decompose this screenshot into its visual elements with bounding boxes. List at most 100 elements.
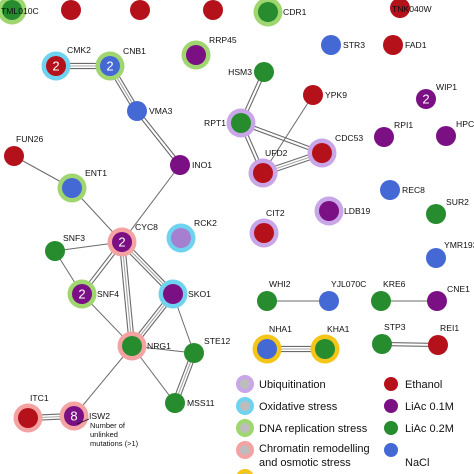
node-rec8[interactable]: REC8 <box>380 180 425 200</box>
node-cyc8[interactable]: 2 CYC8 <box>107 222 159 257</box>
node-itc1[interactable]: ITC1 <box>13 393 49 433</box>
node-circle <box>315 339 335 359</box>
edge-nrg1-isw2 <box>73 345 133 417</box>
edge-strand <box>118 242 130 347</box>
node-circle <box>72 284 92 304</box>
legend-label-chromatin-2: and osmotic stress <box>259 457 351 469</box>
annotation-pointer <box>76 418 90 425</box>
node-circle <box>436 126 456 146</box>
node-ypk9[interactable]: YPK9 <box>303 85 347 105</box>
node-hsm3[interactable]: HSM3 <box>228 62 274 82</box>
node-cnb1[interactable]: 2 CNB1 <box>95 46 147 81</box>
node-cdr1[interactable]: CDR1 <box>253 0 307 27</box>
node-circle <box>428 335 448 355</box>
node-circle <box>372 334 392 354</box>
node-ldb19[interactable]: LDB19 <box>314 196 371 226</box>
node-rpt1[interactable]: RPT1 <box>204 108 256 138</box>
node-str3[interactable]: STR3 <box>321 35 365 55</box>
legend-label-oxidative: Oxidative stress <box>259 401 338 413</box>
node-label: RCK2 <box>194 218 217 228</box>
node-snf3[interactable]: SNF3 <box>45 233 85 261</box>
legend-dot-liac01 <box>384 399 398 413</box>
node-hpc2[interactable]: HPC2 <box>436 119 474 146</box>
node-circle <box>390 0 410 18</box>
node-tnk040w[interactable]: TNK040W <box>390 0 433 18</box>
edge-strand <box>121 241 133 347</box>
node-ent1[interactable]: ENT1 <box>57 168 108 203</box>
node-stp3[interactable]: STP3 <box>372 322 406 354</box>
node-circle <box>319 291 339 311</box>
node-cdc53[interactable]: CDC53 <box>307 133 364 168</box>
node-circle <box>257 291 277 311</box>
node-label: KRE6 <box>383 279 406 289</box>
node-circle <box>4 146 24 166</box>
node-circle <box>254 223 274 243</box>
node-fun26[interactable]: FUN26 <box>4 134 43 166</box>
annotation-line-2: unlinked <box>90 430 118 439</box>
node-circle <box>163 284 183 304</box>
legend-node-ethanol: Ethanol <box>384 377 442 391</box>
node-label: RPI1 <box>394 120 413 130</box>
legend-ring-chromatin: Chromatin remodelling and osmotic stress <box>236 441 370 469</box>
node-circle <box>2 0 22 20</box>
node-rrp45[interactable]: RRP45 <box>181 35 237 70</box>
node-mutation-count: 2 <box>118 235 125 250</box>
node-fad1[interactable]: FAD1 <box>383 35 427 55</box>
node-label: ISW2 <box>89 411 110 421</box>
edge-strand <box>137 109 182 165</box>
node-cmk2[interactable]: 2 CMK2 <box>41 45 92 81</box>
node-mutation-count: 2 <box>52 59 59 74</box>
node-circle <box>112 232 132 252</box>
node-snf4[interactable]: 2 SNF4 <box>67 279 120 309</box>
node-sko1[interactable]: SKO1 <box>158 279 212 309</box>
node-label: WIP1 <box>436 82 457 92</box>
node-tml010c[interactable]: TML010C <box>0 0 39 25</box>
node-label: TNK040W <box>392 4 433 14</box>
node-circle <box>62 178 82 198</box>
node-circle <box>303 85 323 105</box>
node-wip1[interactable]: 2 WIP1 <box>416 82 457 109</box>
legend-ring-ubiquitination: Ubiquitination <box>236 375 326 393</box>
node-top4[interactable] <box>203 0 223 20</box>
node-yjl070c[interactable]: YJL070C <box>319 279 366 311</box>
node-label: HPC2 <box>456 119 474 129</box>
node-rpi1[interactable]: RPI1 <box>374 120 413 147</box>
node-nrg1[interactable]: NRG1 <box>117 331 172 361</box>
node-whi2[interactable]: WHI2 <box>257 279 291 311</box>
node-label: ITC1 <box>30 393 49 403</box>
node-isw2[interactable]: 8 ISW2 <box>59 401 111 431</box>
node-ste12[interactable]: STE12 <box>184 336 230 363</box>
legend-dot-liac02 <box>384 421 398 435</box>
node-label: NHA1 <box>269 324 292 334</box>
node-label: UFD2 <box>265 148 288 158</box>
node-top3[interactable] <box>130 0 150 20</box>
legend-label-dna-replication: DNA replication stress <box>259 423 368 435</box>
node-rck2[interactable]: RCK2 <box>166 218 218 253</box>
node-ymr193c-a[interactable]: YMR193C-A <box>426 240 474 268</box>
edge-cyc8-nrg1 <box>118 241 136 347</box>
node-label: CIT2 <box>266 208 285 218</box>
node-cit2[interactable]: CIT2 <box>249 208 285 248</box>
legend-ring-dna-replication: DNA replication stress <box>236 419 368 437</box>
node-ino1[interactable]: INO1 <box>170 155 212 175</box>
node-circle <box>171 228 191 248</box>
node-circle <box>184 343 204 363</box>
node-kha1[interactable]: KHA1 <box>310 324 350 364</box>
node-nha1[interactable]: NHA1 <box>252 324 293 364</box>
node-kre6[interactable]: KRE6 <box>371 279 406 311</box>
node-label: SNF3 <box>63 233 85 243</box>
node-top2[interactable] <box>61 0 81 20</box>
node-mss11[interactable]: MSS11 <box>165 393 215 413</box>
node-label: STR3 <box>343 40 365 50</box>
node-rei1[interactable]: REI1 <box>428 323 459 355</box>
node-circle <box>258 2 278 22</box>
node-label: FUN26 <box>16 134 43 144</box>
node-vma3[interactable]: VMA3 <box>127 101 173 121</box>
legend-label-ubiquitination: Ubiquitination <box>259 379 326 391</box>
node-ufd2[interactable]: UFD2 <box>248 148 288 188</box>
node-circle <box>371 291 391 311</box>
node-label: TML010C <box>1 6 39 16</box>
node-cne1[interactable]: CNE1 <box>427 284 470 311</box>
node-sur2[interactable]: SUR2 <box>426 197 469 224</box>
node-label: NRG1 <box>147 341 171 351</box>
